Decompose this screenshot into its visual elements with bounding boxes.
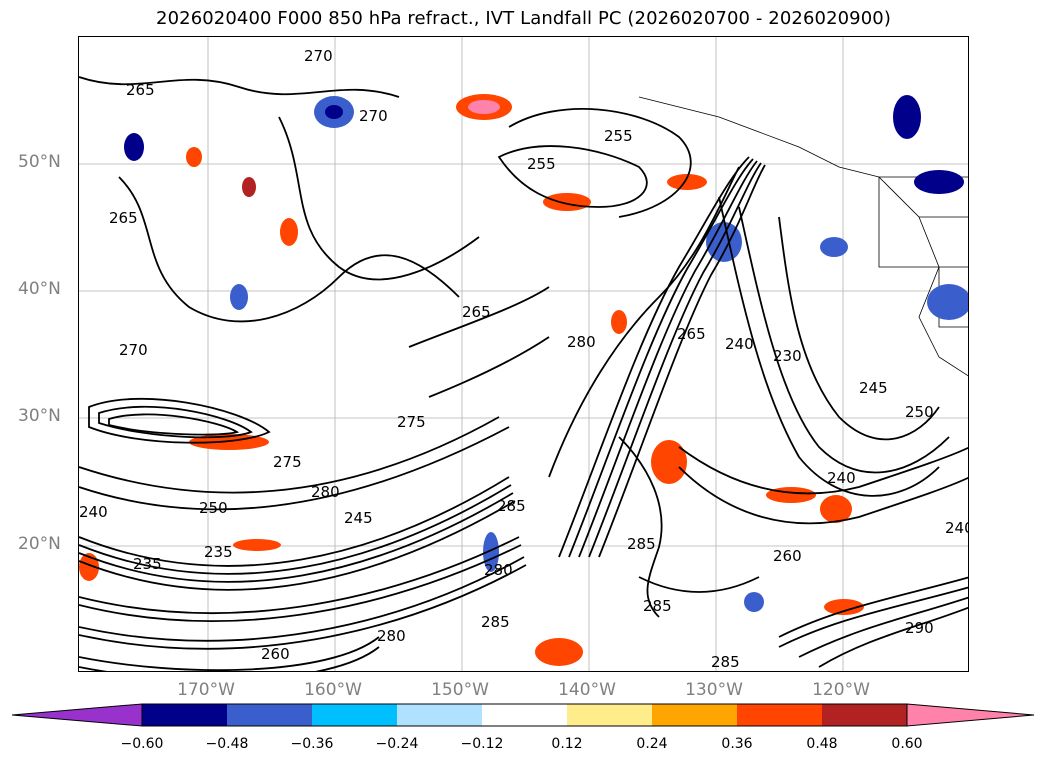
contour-label: 265 [109,209,138,227]
colorbar-tick: −0.60 [120,736,164,752]
colorbar-frame [141,703,908,727]
contour-label: 245 [344,509,373,527]
contour-label: 280 [311,483,340,501]
contour-label: 270 [359,107,388,125]
map-canvas: 265 270 265 270 255 255 265 265 270 275 … [79,37,969,671]
colorbar-tick: 0.24 [636,736,668,752]
contour-label: 240 [725,335,754,353]
colorbar-tick: −0.48 [205,736,249,752]
contour-label: 265 [462,303,491,321]
contour-label: 285 [711,653,740,671]
contour-label: 285 [497,497,526,515]
colorbar-swatch [312,704,397,726]
contour-label: 270 [304,47,333,65]
lon-label: 160°W [304,680,362,700]
colorbar-swatch [482,704,567,726]
colorbar-swatch [822,704,907,726]
colorbar-tick: −0.12 [460,736,504,752]
contour-label: 270 [119,341,148,359]
coastline [638,96,968,377]
lon-label: 130°W [685,680,743,700]
refractivity-contours [79,76,968,671]
lat-label: 30°N [18,406,61,426]
colorbar-swatch [652,704,737,726]
lon-label: 170°W [177,680,235,700]
lon-label: 150°W [431,680,489,700]
contour-label: 260 [773,547,802,565]
contour-label: 245 [859,379,888,397]
map-panel: 265 270 265 270 255 255 265 265 270 275 … [78,36,969,672]
contour-label: 290 [905,619,934,637]
colorbar-tick: 0.60 [891,736,923,752]
contour-label: 275 [397,413,426,431]
contour-label: 275 [273,453,302,471]
contour-label: 285 [643,597,672,615]
map-title: 2026020400 F000 850 hPa refract., IVT La… [156,8,891,29]
contour-label: 250 [199,499,228,517]
colorbar-swatch [906,703,1035,727]
contour-label: 235 [133,555,162,573]
graticule [79,37,968,671]
contour-label: 235 [204,543,233,561]
contour-label: 265 [126,81,155,99]
colorbar-swatch [567,704,652,726]
contour-label: 280 [377,627,406,645]
contour-label: 230 [773,347,802,365]
colorbar-swatch [12,703,143,727]
refractivity-shading [79,94,968,666]
contour-label: 240 [827,469,856,487]
contour-label: 285 [627,535,656,553]
colorbar-tick: 0.48 [806,736,838,752]
contour-label: 250 [905,403,934,421]
contour-labels: 265 270 265 270 255 255 265 265 270 275 … [79,47,969,671]
colorbar-tick: −0.24 [375,736,419,752]
colorbar [12,703,1035,727]
contour-label: 240 [79,503,108,521]
colorbar-tick: −0.36 [290,736,334,752]
contour-label: 280 [484,561,513,579]
colorbar-swatch [397,704,482,726]
contour-label: 265 [677,325,706,343]
colorbar-swatch [737,704,822,726]
contour-label: 255 [604,127,633,145]
contour-label: 255 [527,155,556,173]
lon-label: 120°W [812,680,870,700]
lon-label: 140°W [558,680,616,700]
colorbar-tick: 0.12 [551,736,583,752]
contour-label: 240 [945,519,969,537]
lat-label: 50°N [18,152,61,172]
contour-label: 260 [261,645,290,663]
colorbar-swatch [142,704,227,726]
lat-label: 40°N [18,279,61,299]
colorbar-tick: 0.36 [721,736,753,752]
contour-label: 280 [567,333,596,351]
contour-label: 285 [481,613,510,631]
colorbar-swatch [227,704,312,726]
lat-label: 20°N [18,534,61,554]
